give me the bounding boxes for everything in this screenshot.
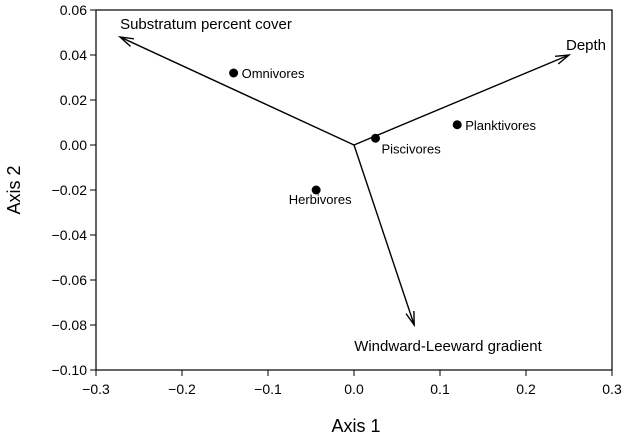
y-tick-label: 0.00 xyxy=(60,137,87,153)
data-point xyxy=(229,68,239,78)
x-tick-label: 0.2 xyxy=(516,381,536,397)
x-tick-label: 0.3 xyxy=(602,381,622,397)
x-axis-title: Axis 1 xyxy=(331,416,380,436)
x-tick-label: −0.1 xyxy=(254,381,282,397)
x-tick-label: −0.2 xyxy=(168,381,196,397)
vector-arrowhead xyxy=(117,36,135,47)
y-tick-label: −0.02 xyxy=(52,182,88,198)
vector-label: Windward-Leeward gradient xyxy=(354,338,542,355)
vector-arrowhead xyxy=(405,310,415,328)
y-tick-label: 0.02 xyxy=(60,92,87,108)
data-point xyxy=(452,120,462,130)
y-tick-label: −0.04 xyxy=(52,227,88,243)
y-tick-label: −0.08 xyxy=(52,317,88,333)
point-label: Piscivores xyxy=(382,141,442,156)
point-label: Herbivores xyxy=(289,192,352,207)
points: Omnivores Piscivores Planktivores Herbivore… xyxy=(229,66,537,207)
y-tick-label: −0.06 xyxy=(52,272,88,288)
y-tick-label: 0.06 xyxy=(60,2,87,18)
vector-label: Substratum percent cover xyxy=(120,16,292,33)
point-label: Planktivores xyxy=(465,118,536,133)
x-tick-label: −0.3 xyxy=(82,381,110,397)
y-tick-label: −0.10 xyxy=(52,362,88,378)
point-label: Omnivores xyxy=(242,66,305,81)
x-tick-label: 0.1 xyxy=(430,381,450,397)
vector-arrowhead xyxy=(554,54,572,65)
vector-label: Depth xyxy=(566,37,606,54)
vector-line xyxy=(353,144,415,326)
x-tick-label: 0.0 xyxy=(344,381,364,397)
vectors: Substratum percent cover Depth Windward-Le… xyxy=(117,16,606,355)
data-point xyxy=(371,133,380,143)
y-axis-title: Axis 2 xyxy=(4,165,24,214)
y-tick-label: 0.04 xyxy=(60,47,87,63)
axes: −0.3 −0.2 −0.1 0.0 0.1 0.2 0.3 0.06 0.04 0.02 0.00… xyxy=(52,2,622,397)
plot-frame xyxy=(95,9,613,371)
vector-line xyxy=(353,54,570,146)
vector-line xyxy=(119,36,355,146)
data-point xyxy=(311,185,321,195)
